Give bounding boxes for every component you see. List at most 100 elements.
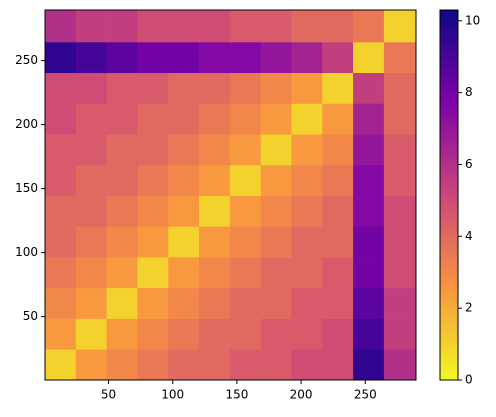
heatmap-cell bbox=[168, 349, 200, 381]
heatmap-cell bbox=[137, 226, 169, 258]
heatmap-cell bbox=[260, 195, 292, 227]
heatmap-cell bbox=[353, 164, 385, 196]
heatmap-cell bbox=[383, 42, 417, 74]
heatmap-cell bbox=[353, 226, 385, 258]
heatmap-cell bbox=[199, 134, 231, 166]
heatmap-cell bbox=[353, 134, 385, 166]
heatmap-cell bbox=[322, 72, 354, 104]
heatmap-cell bbox=[75, 195, 107, 227]
heatmap-cell bbox=[137, 72, 169, 104]
heatmap-cell bbox=[199, 10, 231, 43]
heatmap-cell bbox=[137, 195, 169, 227]
heatmap-cell bbox=[260, 42, 292, 74]
heatmap-cell bbox=[229, 195, 261, 227]
heatmap-cell bbox=[45, 103, 77, 135]
x-tick-label: 200 bbox=[290, 388, 313, 402]
heatmap-cell bbox=[45, 349, 77, 381]
heatmap-cell bbox=[291, 318, 323, 350]
heatmap-cell bbox=[260, 72, 292, 104]
colorbar-tick-label: 8 bbox=[465, 85, 473, 99]
heatmap-cell bbox=[322, 103, 354, 135]
x-tick-label: 50 bbox=[101, 388, 116, 402]
heatmap-cell bbox=[199, 226, 231, 258]
heatmap-cell bbox=[137, 10, 169, 43]
heatmap-cell bbox=[106, 195, 138, 227]
heatmap-cell bbox=[260, 10, 292, 43]
heatmap-cell bbox=[199, 72, 231, 104]
heatmap-cell bbox=[353, 349, 385, 381]
heatmap-cell bbox=[168, 72, 200, 104]
heatmap-cell bbox=[168, 10, 200, 43]
y-tick-label: 250 bbox=[15, 53, 38, 67]
heatmap-cell bbox=[291, 349, 323, 381]
heatmap-cell bbox=[45, 164, 77, 196]
heatmap-cell bbox=[199, 257, 231, 289]
heatmap-cell bbox=[45, 318, 77, 350]
heatmap-cell bbox=[75, 257, 107, 289]
heatmap-cell bbox=[353, 72, 385, 104]
heatmap-cell bbox=[353, 103, 385, 135]
heatmap-cell bbox=[353, 318, 385, 350]
heatmap-cell bbox=[137, 42, 169, 74]
heatmap-cell bbox=[106, 287, 138, 319]
heatmap-cell bbox=[75, 287, 107, 319]
heatmap-cell bbox=[199, 318, 231, 350]
heatmap-cell bbox=[199, 195, 231, 227]
heatmap-cell bbox=[229, 134, 261, 166]
x-tick-label: 150 bbox=[225, 388, 248, 402]
heatmap-cell bbox=[199, 103, 231, 135]
heatmap-cell bbox=[383, 134, 417, 166]
heatmap-cell bbox=[291, 195, 323, 227]
heatmap-cell bbox=[260, 349, 292, 381]
y-tick-label: 150 bbox=[15, 181, 38, 195]
heatmap-cell bbox=[75, 72, 107, 104]
heatmap-cell bbox=[137, 103, 169, 135]
heatmap-cell bbox=[229, 226, 261, 258]
heatmap-cell bbox=[229, 164, 261, 196]
colorbar-tick-label: 2 bbox=[465, 301, 473, 315]
heatmap-cell bbox=[383, 195, 417, 227]
heatmap-cell bbox=[45, 72, 77, 104]
heatmap-cell bbox=[106, 318, 138, 350]
heatmap-cell bbox=[383, 164, 417, 196]
heatmap-cell bbox=[353, 10, 385, 43]
heatmap-cell bbox=[168, 164, 200, 196]
y-tick-label: 100 bbox=[15, 245, 38, 259]
heatmap-cell bbox=[383, 103, 417, 135]
heatmap-cell bbox=[291, 134, 323, 166]
colorbar-tick-label: 0 bbox=[465, 373, 473, 387]
heatmap-cell bbox=[322, 164, 354, 196]
colorbar bbox=[439, 9, 459, 381]
heatmap-cell bbox=[168, 287, 200, 319]
y-tick-label: 50 bbox=[23, 309, 38, 323]
x-tick-label: 100 bbox=[161, 388, 184, 402]
heatmap-cell bbox=[75, 134, 107, 166]
heatmap-cell bbox=[383, 287, 417, 319]
colorbar-tick-label: 10 bbox=[465, 13, 480, 27]
heatmap-cell bbox=[106, 103, 138, 135]
heatmap-cell bbox=[353, 287, 385, 319]
heatmap-cell bbox=[75, 164, 107, 196]
heatmap-cell bbox=[45, 257, 77, 289]
heatmap-cell bbox=[229, 103, 261, 135]
heatmap-cell bbox=[45, 226, 77, 258]
plot-frame bbox=[44, 9, 417, 381]
y-tick-label: 200 bbox=[15, 117, 38, 131]
x-tick-label: 250 bbox=[354, 388, 377, 402]
heatmap-cell bbox=[291, 10, 323, 43]
heatmap-cell bbox=[168, 134, 200, 166]
heatmap-cell bbox=[322, 287, 354, 319]
heatmap-cell bbox=[291, 164, 323, 196]
heatmap-cell bbox=[137, 287, 169, 319]
heatmap-cell bbox=[137, 134, 169, 166]
heatmap-cell bbox=[106, 257, 138, 289]
heatmap-cell bbox=[383, 226, 417, 258]
heatmap-cell bbox=[322, 318, 354, 350]
heatmap-cell bbox=[199, 42, 231, 74]
heatmap-cell bbox=[383, 257, 417, 289]
heatmap-cell bbox=[291, 257, 323, 289]
heatmap-cell bbox=[45, 195, 77, 227]
colorbar-tick-label: 6 bbox=[465, 157, 473, 171]
heatmap-cell bbox=[168, 42, 200, 74]
heatmap-cell bbox=[291, 42, 323, 74]
